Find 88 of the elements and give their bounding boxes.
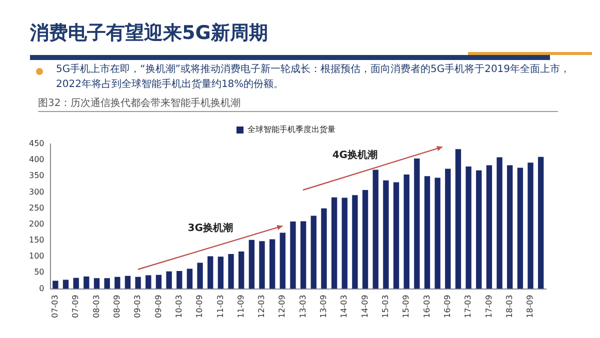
chart-title: 消费电子有望迎来5G新周期 xyxy=(30,21,268,46)
bar xyxy=(414,158,420,289)
bar xyxy=(146,275,152,289)
y-tick-label: 0 xyxy=(39,284,44,293)
y-tick-label: 150 xyxy=(28,236,44,245)
bar xyxy=(362,190,368,289)
bar xyxy=(62,280,69,289)
x-tick-label: 15-09 xyxy=(402,294,411,318)
bar xyxy=(476,170,482,289)
chart-subtitle: 5G手机上市在即，“换机潮”或将推动消费电子新一轮成长：根据预估，面向消费者的5G手机将于2019年全面上市，2022年将占到全球智能手机出货量约18%的份额。 xyxy=(56,62,572,92)
caption: 图32：历次通信换代都会带来智能手机换机潮 xyxy=(38,96,241,110)
y-tick-label: 450 xyxy=(28,139,44,148)
bar xyxy=(73,278,79,289)
y-tick-label: 250 xyxy=(28,203,44,212)
x-tick-label: 16-03 xyxy=(422,294,432,318)
y-tick-label: 400 xyxy=(28,155,44,164)
bar xyxy=(280,232,286,289)
bar xyxy=(135,276,141,289)
x-tick-label: 18-09 xyxy=(526,294,535,318)
x-tick-label: 08-09 xyxy=(112,294,122,318)
bar xyxy=(300,221,306,289)
x-tick-label: 08-03 xyxy=(92,294,101,318)
bar xyxy=(445,168,451,289)
x-tick-label: 14-09 xyxy=(360,294,370,318)
x-tick-label: 17-03 xyxy=(464,294,473,318)
bar xyxy=(186,268,193,289)
x-tick-label: 12-09 xyxy=(278,294,287,318)
legend-label: 全球智能手机季度出货量 xyxy=(248,125,336,134)
x-tick-label: 09-09 xyxy=(154,294,163,318)
bar xyxy=(372,170,378,289)
bar xyxy=(496,157,502,289)
bar xyxy=(176,271,182,289)
bar xyxy=(156,274,162,289)
x-tick-label: 12-03 xyxy=(257,294,266,318)
bar xyxy=(434,178,440,289)
bar xyxy=(218,256,224,289)
bar xyxy=(248,240,254,289)
x-tick-label: 15-03 xyxy=(381,294,390,318)
bar xyxy=(486,165,492,289)
bar xyxy=(290,222,296,289)
bar xyxy=(104,278,110,289)
bar xyxy=(424,176,430,289)
bar xyxy=(383,180,389,289)
bar xyxy=(352,195,358,289)
bar xyxy=(124,276,131,289)
bar xyxy=(94,278,100,289)
bar xyxy=(342,198,348,289)
x-tick-label: 10-09 xyxy=(195,294,204,318)
bar xyxy=(114,276,120,289)
x-tick-label: 13-03 xyxy=(298,294,308,318)
bar xyxy=(269,239,276,289)
bar xyxy=(455,149,462,289)
bar xyxy=(528,162,534,289)
y-tick-label: 200 xyxy=(28,219,44,228)
x-tick-label: 09-03 xyxy=(133,294,142,318)
x-tick-label: 11-09 xyxy=(236,294,246,318)
x-tick-label: 16-09 xyxy=(442,294,452,318)
bar xyxy=(310,216,316,289)
bar xyxy=(259,241,265,289)
bar xyxy=(52,280,58,289)
bar xyxy=(393,182,400,289)
y-tick-label: 300 xyxy=(28,187,44,196)
x-tick-label: 07-03 xyxy=(50,294,60,318)
bar xyxy=(197,262,203,289)
bar xyxy=(404,174,410,289)
bar xyxy=(507,165,513,289)
x-tick-label: 14-03 xyxy=(340,294,349,318)
bar xyxy=(208,256,214,289)
bar xyxy=(238,251,244,289)
bar xyxy=(321,208,327,289)
x-tick-label: 13-09 xyxy=(319,294,328,318)
x-tick-label: 18-03 xyxy=(504,294,514,318)
bar xyxy=(84,276,90,289)
bar xyxy=(228,254,234,289)
annotation: 3G换机潮 xyxy=(188,222,233,235)
x-tick-label: 07-09 xyxy=(71,294,80,318)
bar xyxy=(466,166,472,289)
y-tick-label: 100 xyxy=(28,252,44,261)
x-tick-label: 11-03 xyxy=(216,294,225,318)
bar xyxy=(166,271,172,289)
bar xyxy=(331,197,338,289)
bar xyxy=(538,156,544,289)
y-tick-label: 50 xyxy=(34,268,44,277)
x-tick-label: 10-03 xyxy=(174,294,184,318)
y-tick-label: 350 xyxy=(28,171,44,180)
x-tick-label: 17-09 xyxy=(484,294,494,318)
annotation: 4G换机潮 xyxy=(332,148,378,162)
bar xyxy=(517,168,524,289)
